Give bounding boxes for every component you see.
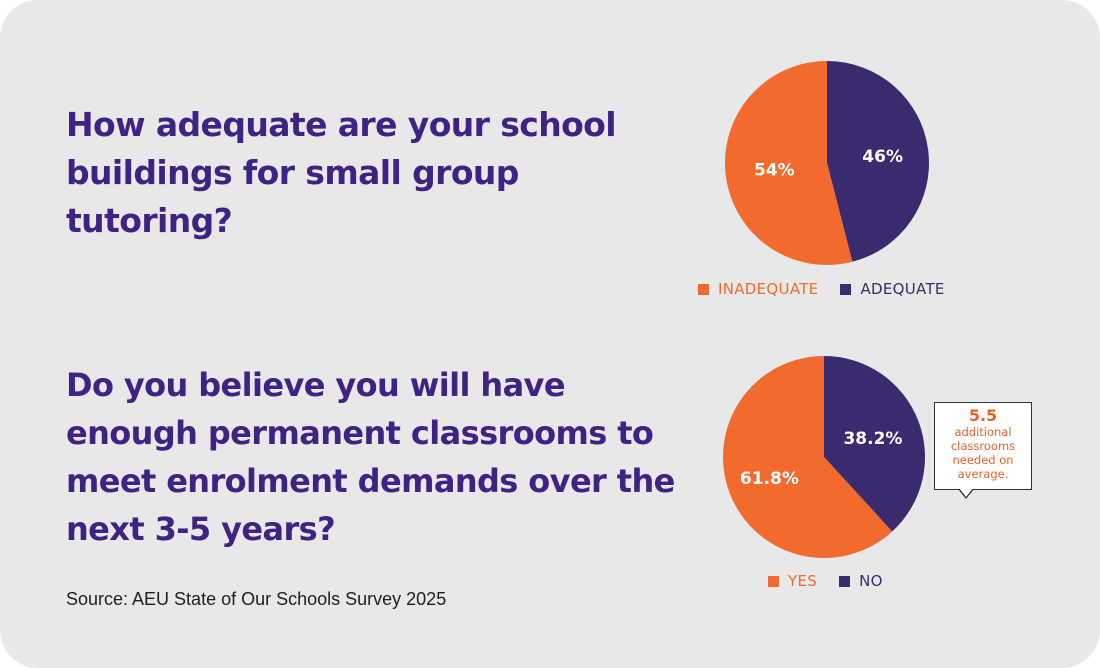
question-permanent-classrooms: Do you believe you will have enough perm… (66, 366, 675, 548)
question-buildings-adequacy: How adequate are your school buildings f… (66, 105, 617, 240)
legend-item-yes: YES (768, 572, 817, 590)
callout-pointer (958, 488, 974, 499)
legend-item-inadequate: INADEQUATE (698, 280, 818, 298)
callout-value: 5.5 (968, 406, 998, 425)
pie-slice-inadequate (725, 61, 853, 265)
pie-slice-yes (723, 356, 893, 558)
legend-swatch-yes (768, 575, 779, 587)
legend-label-inadequate: INADEQUATE (718, 280, 819, 298)
pie-label-no: 38.2% (843, 429, 902, 449)
legend-swatch-adequate (840, 283, 852, 295)
legend-label-no: NO (859, 572, 883, 590)
callout-text: additional classrooms needed on average. (950, 425, 1016, 481)
legend-swatch-no (839, 575, 851, 587)
callout-additional-classrooms: 5.5 additional classrooms needed on aver… (934, 402, 1032, 490)
pie-chart-classrooms: 38.2% 61.8% (723, 356, 925, 558)
pie-label-yes: 61.8% (740, 469, 799, 489)
pie-slice-no (824, 356, 925, 532)
legend-label-adequate: ADEQUATE (860, 280, 945, 298)
pie-label-inadequate: 54% (754, 161, 795, 181)
legend-label-yes: YES (788, 572, 818, 590)
pie-slice-adequate (827, 61, 930, 262)
pie-label-adequate: 46% (862, 147, 903, 167)
legend-classrooms: YES NO (768, 572, 883, 590)
source-note: Source: AEU State of Our Schools Survey … (66, 589, 447, 609)
legend-item-adequate: ADEQUATE (840, 280, 944, 298)
legend-swatch-inadequate (698, 283, 709, 295)
legend-buildings: INADEQUATE ADEQUATE (698, 280, 945, 298)
pie-chart-buildings: 46% 54% (725, 61, 930, 265)
legend-item-no: NO (839, 572, 883, 590)
